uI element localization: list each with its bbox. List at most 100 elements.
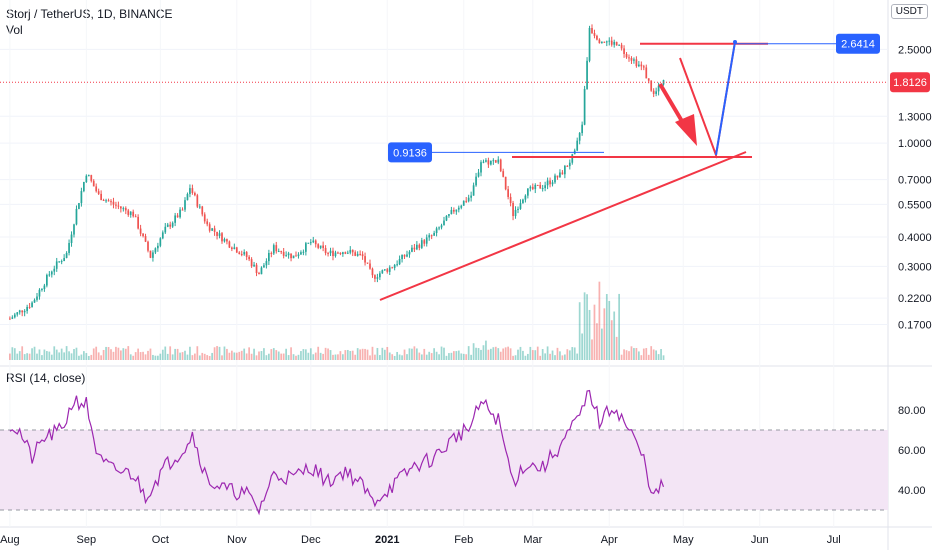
volume-bar xyxy=(601,328,603,360)
candle-body xyxy=(591,28,593,34)
volume-bar xyxy=(58,352,61,360)
volume-bar xyxy=(411,348,413,360)
candle-body xyxy=(226,239,228,242)
volume-bar xyxy=(435,351,438,360)
volume-bar xyxy=(97,352,100,360)
time-tick-label: Apr xyxy=(601,534,618,546)
volume-bar xyxy=(305,349,307,360)
volume-bar xyxy=(428,351,431,360)
symbol-title[interactable]: Storj / TetherUS, 1D, BINANCE xyxy=(6,7,173,21)
volume-bar xyxy=(556,347,559,360)
candle-body xyxy=(379,273,381,278)
candle-body xyxy=(568,162,571,167)
candle-body xyxy=(356,253,359,256)
candle-body xyxy=(344,252,347,254)
candle-body xyxy=(391,267,394,269)
candle-body xyxy=(531,186,534,190)
candle-body xyxy=(85,175,88,183)
time-tick-label: Jul xyxy=(827,534,841,546)
volume-bar xyxy=(73,349,75,360)
candle-body xyxy=(620,44,623,49)
volume-bar xyxy=(531,350,534,360)
volume-bar xyxy=(186,354,189,360)
candle-body xyxy=(657,85,660,92)
volume-bar xyxy=(470,354,472,360)
price-tick-label: 0.3000 xyxy=(898,261,932,273)
drawings[interactable]: 0.9136 2.6414 1.8126 xyxy=(0,33,930,301)
currency-button[interactable]: USDT xyxy=(890,4,928,19)
candle-body xyxy=(297,254,300,257)
candle-body xyxy=(425,237,428,244)
candle-body xyxy=(16,312,19,315)
volume-bar xyxy=(112,351,115,360)
volume-bar xyxy=(364,348,366,360)
candle-body xyxy=(519,203,522,209)
volume-bar xyxy=(169,346,172,360)
volume-bar xyxy=(319,352,322,360)
candle-body xyxy=(465,200,468,202)
candle-body xyxy=(124,208,127,211)
ascending-trendline xyxy=(379,151,747,301)
volume-bar xyxy=(615,336,618,360)
volume-bar xyxy=(438,354,440,360)
volume-bar xyxy=(655,350,657,360)
candle-body xyxy=(628,57,630,59)
candle-body xyxy=(494,160,497,163)
volume-bar xyxy=(383,349,386,360)
candle-body xyxy=(635,59,638,67)
volume-bar xyxy=(591,339,593,360)
candle-body xyxy=(142,233,144,237)
candle-body xyxy=(176,215,179,218)
candle-body xyxy=(401,254,403,260)
volume-bar xyxy=(149,348,152,360)
candle-body xyxy=(38,289,41,297)
volume-bar xyxy=(243,348,246,360)
volume-bar xyxy=(448,353,450,360)
candle-body xyxy=(60,261,63,263)
volume-bar xyxy=(445,355,448,360)
candle-body xyxy=(411,247,413,252)
volume-bar xyxy=(213,347,216,360)
volume-bar xyxy=(87,355,90,360)
candle-body xyxy=(475,176,477,186)
candle-body xyxy=(139,228,142,234)
volume-bar xyxy=(245,353,248,360)
volume-bar xyxy=(282,353,285,360)
candle-body xyxy=(260,267,263,275)
candle-body xyxy=(203,214,206,222)
volume-bar xyxy=(467,346,470,360)
candle-body xyxy=(213,228,216,232)
volume-bar xyxy=(75,347,78,360)
volume-bar xyxy=(65,346,68,360)
volume-bar xyxy=(194,353,196,360)
candle-body xyxy=(164,226,167,233)
volume-bar xyxy=(416,348,418,360)
volume-bar xyxy=(440,346,443,360)
volume-bar xyxy=(366,349,369,360)
candle-body xyxy=(564,165,566,175)
candle-body xyxy=(174,215,176,223)
volume-bar xyxy=(285,348,287,360)
volume-bar xyxy=(23,354,26,360)
volume-bar xyxy=(492,347,495,360)
candle-body xyxy=(171,222,174,227)
volume-bar xyxy=(95,346,98,360)
volume-bar xyxy=(280,353,283,360)
volume-bar xyxy=(349,350,352,360)
volume-bar xyxy=(568,350,571,360)
volume-bar xyxy=(152,354,154,360)
rsi-label[interactable]: RSI (14, close) xyxy=(6,371,86,385)
candle-body xyxy=(418,244,421,248)
candle-body xyxy=(630,58,633,61)
candle-body xyxy=(334,252,337,257)
candle-body xyxy=(216,231,218,236)
volume-bar xyxy=(309,348,312,360)
candle-body xyxy=(388,267,391,272)
candle-body xyxy=(593,33,596,36)
volume-bar xyxy=(157,355,159,360)
support-tag-text: 0.9136 xyxy=(393,147,427,159)
candle-body xyxy=(147,241,149,251)
candle-body xyxy=(615,41,618,46)
price-tick-label: 0.2200 xyxy=(898,293,932,305)
